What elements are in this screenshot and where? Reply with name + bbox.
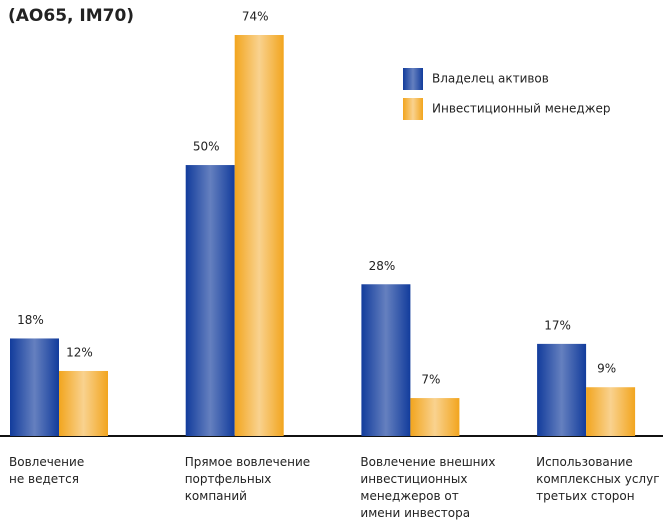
value-label: 50%	[193, 140, 220, 154]
value-label: 28%	[369, 259, 396, 273]
bar	[361, 284, 411, 436]
bar	[234, 35, 284, 436]
category-label: Вовлечение внешних инвестиционных менедж…	[360, 455, 496, 520]
value-label: 7%	[421, 373, 440, 387]
bar	[185, 165, 235, 436]
bar	[537, 343, 587, 436]
category-label: Вовлечение не ведется	[9, 455, 85, 486]
legend-swatch	[403, 68, 423, 90]
category-label: Использование комплексных услуг третьих …	[536, 455, 660, 503]
legend-label: Владелец активов	[432, 72, 549, 86]
value-label: 12%	[66, 345, 93, 359]
bar	[10, 338, 59, 436]
category-label: Прямое вовлечение портфельных компаний	[184, 455, 311, 503]
value-label: 74%	[242, 10, 269, 24]
value-label: 17%	[544, 318, 571, 332]
legend-swatch	[403, 98, 423, 120]
value-label: 9%	[597, 362, 616, 376]
legend-label: Инвестиционный менеджер	[432, 102, 611, 116]
value-label: 18%	[17, 313, 44, 327]
bar	[59, 370, 108, 436]
bar	[586, 387, 636, 436]
chart-title: (AO65, IM70)	[8, 6, 134, 26]
bar	[410, 398, 460, 436]
